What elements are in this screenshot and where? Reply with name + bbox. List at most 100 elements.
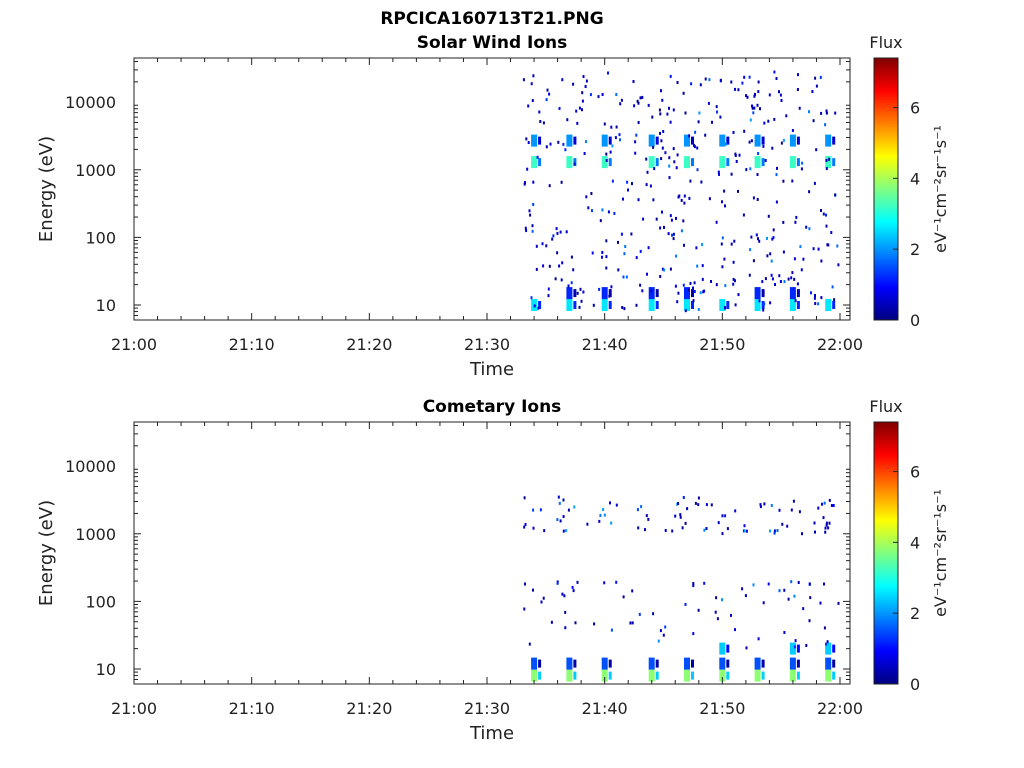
- flux-cell: [793, 257, 796, 261]
- flux-cell: [819, 601, 822, 605]
- colorbar-tick-label: 0: [910, 311, 920, 330]
- flux-cell: [605, 266, 608, 270]
- flux-cell: [602, 508, 605, 511]
- y-tick-label: 10: [96, 660, 116, 679]
- flux-cell: [823, 582, 825, 586]
- flux-cell: [659, 131, 661, 135]
- flux-cell: [778, 90, 780, 94]
- flux-cell: [820, 259, 823, 263]
- flux-cell: [627, 188, 629, 192]
- flux-cell: [579, 287, 582, 291]
- flux-cell: [660, 89, 662, 93]
- flux-cell: [759, 503, 762, 507]
- flux-cell: [605, 152, 608, 156]
- flux-cell: [682, 496, 685, 499]
- flux-cell: [820, 111, 823, 115]
- flux-cell: [532, 526, 535, 530]
- flux-cell: [825, 158, 828, 162]
- flux-cell: [560, 180, 563, 184]
- flux-cell: [825, 213, 827, 217]
- flux-cell: [531, 156, 538, 169]
- flux-cell: [605, 255, 608, 259]
- flux-cell: [557, 140, 560, 144]
- flux-cell: [778, 589, 781, 593]
- flux-cell: [598, 287, 601, 291]
- flux-cell: [719, 156, 726, 169]
- flux-cell: [661, 267, 664, 271]
- flux-cell: [580, 299, 583, 303]
- flux-cell: [834, 193, 837, 197]
- flux-cell: [820, 209, 822, 212]
- flux-cell: [730, 242, 733, 246]
- flux-cell: [551, 237, 554, 241]
- flux-cell: [825, 523, 828, 527]
- flux-cell: [688, 196, 691, 200]
- flux-cell: [716, 110, 718, 114]
- flux-cell: [763, 302, 766, 306]
- flux-cell: [825, 224, 828, 228]
- flux-cell: [772, 236, 775, 239]
- flux-cell: [687, 288, 690, 292]
- flux-cell: [684, 111, 687, 115]
- flux-cell: [812, 247, 815, 251]
- flux-cell: [524, 582, 526, 586]
- flux-cell: [832, 671, 836, 680]
- flux-cell: [725, 142, 728, 146]
- flux-cell: [789, 669, 796, 682]
- flux-cell: [719, 657, 726, 670]
- flux-cell: [527, 104, 530, 108]
- flux-cell: [646, 170, 649, 174]
- flux-cell: [523, 607, 526, 611]
- flux-cell: [574, 621, 577, 625]
- flux-cell: [547, 294, 550, 298]
- flux-cell: [681, 526, 684, 530]
- flux-cell: [780, 141, 783, 145]
- flux-cell: [793, 645, 796, 649]
- flux-cell: [755, 233, 758, 237]
- flux-cell: [556, 231, 559, 235]
- flux-cell: [748, 140, 751, 144]
- flux-cell: [832, 136, 836, 145]
- flux-cell: [552, 234, 555, 238]
- flux-cell: [723, 257, 726, 261]
- flux-cell: [599, 514, 602, 517]
- flux-cell: [750, 235, 753, 239]
- flux-cell: [781, 522, 784, 526]
- flux-cell: [572, 268, 575, 272]
- flux-cell: [748, 75, 751, 79]
- flux-cell: [825, 109, 828, 113]
- flux-cell: [796, 671, 800, 680]
- flux-cell: [637, 101, 640, 105]
- flux-cell: [548, 92, 551, 96]
- flux-cell: [532, 180, 535, 184]
- flux-cell: [550, 620, 553, 624]
- flux-cell: [615, 125, 618, 129]
- flux-cell: [762, 144, 765, 148]
- flux-cell: [671, 529, 674, 533]
- flux-cell: [787, 277, 790, 281]
- flux-cell: [796, 289, 800, 298]
- flux-cell: [789, 287, 796, 300]
- flux-cell: [625, 275, 628, 279]
- flux-cell: [742, 213, 745, 217]
- flux-cell: [814, 530, 816, 534]
- flux-cell: [705, 503, 708, 507]
- flux-cell: [601, 134, 608, 147]
- flux-cell: [613, 212, 616, 215]
- flux-cell: [762, 308, 765, 312]
- flux-cell: [669, 120, 672, 124]
- flux-cell: [610, 521, 613, 525]
- flux-cell: [576, 121, 579, 125]
- flux-cell: [779, 93, 782, 97]
- flux-cell: [566, 118, 569, 122]
- flux-cell: [801, 161, 804, 165]
- flux-cell: [832, 644, 836, 653]
- flux-cell: [527, 141, 530, 144]
- flux-cell: [698, 111, 701, 115]
- flux-cell: [710, 280, 712, 283]
- flux-cell: [573, 659, 577, 668]
- flux-cell: [650, 289, 653, 293]
- flux-cell: [825, 642, 827, 646]
- flux-cell: [757, 637, 760, 641]
